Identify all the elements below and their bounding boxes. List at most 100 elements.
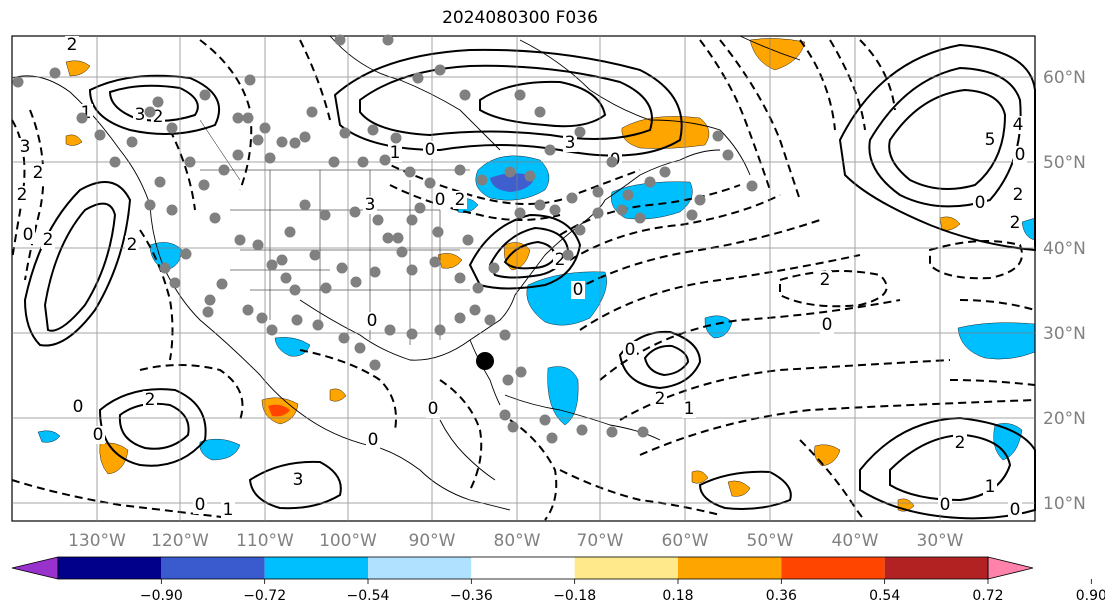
station-marker	[291, 314, 303, 326]
station-marker	[369, 359, 381, 371]
station-marker	[462, 234, 474, 246]
station-marker	[544, 144, 556, 156]
contour-label: 0	[940, 495, 951, 515]
station-marker	[644, 176, 656, 188]
contour-label-bg	[91, 426, 105, 444]
station-marker	[266, 259, 278, 271]
station-marker	[507, 421, 519, 433]
station-marker	[369, 266, 381, 278]
station-marker	[382, 232, 394, 244]
station-marker	[722, 149, 734, 161]
station-marker	[390, 132, 402, 144]
station-marker	[712, 130, 724, 142]
contour-label-bg	[818, 271, 832, 289]
contour-label-bg	[193, 496, 207, 514]
contour-label-bg	[21, 226, 35, 244]
colorbar: −0.90 −0.72 −0.54 −0.36 −0.18 0.18 0.36 0.54 0.7…	[11, 556, 1105, 604]
contours-positive	[23, 43, 1036, 520]
station-marker	[169, 277, 181, 289]
station-marker	[350, 276, 362, 288]
shaded-field-negative	[37, 155, 1036, 461]
contour-label: 0	[975, 193, 986, 213]
station-marker	[534, 106, 546, 118]
station-marker	[499, 329, 511, 341]
contour-label: 3	[293, 470, 304, 490]
contour-label: 0	[1015, 145, 1026, 165]
colorbar-tick-label: −0.72	[243, 588, 286, 604]
colorbar-segment	[471, 557, 575, 579]
contour-label-bg	[1013, 146, 1027, 164]
colorbar-tick-label: 0.72	[972, 588, 1003, 604]
station-marker	[218, 164, 230, 176]
station-marker	[152, 96, 164, 108]
contour-label: 4	[1013, 115, 1024, 135]
contour-label: 2	[955, 433, 966, 453]
station-marker	[424, 177, 436, 189]
station-marker	[159, 262, 171, 274]
station-marker	[244, 74, 256, 86]
station-marker	[234, 234, 246, 246]
latitude-label: 20°N	[1043, 409, 1086, 429]
station-marker	[49, 67, 61, 79]
map-title: 2024080300 F036	[442, 8, 598, 28]
contour-label-bg	[31, 164, 45, 182]
station-marker	[202, 306, 214, 318]
station-marker	[109, 156, 121, 168]
contour-label-bg	[973, 194, 987, 212]
contour-label: 0	[23, 225, 34, 245]
station-marker	[562, 249, 574, 261]
station-marker	[746, 180, 758, 192]
station-marker	[276, 254, 288, 266]
station-marker	[434, 324, 446, 336]
station-marker	[392, 232, 404, 244]
station-marker	[659, 166, 671, 178]
station-marker	[469, 304, 481, 316]
contour-label: 0	[368, 430, 379, 450]
contour-label-bg	[365, 312, 379, 330]
station-marker	[199, 89, 211, 101]
colorbar-segment	[368, 557, 472, 579]
contour-label-bg	[65, 36, 79, 54]
station-marker	[354, 342, 366, 354]
station-marker	[357, 156, 369, 168]
contour-label-bg	[953, 434, 967, 452]
station-marker	[574, 126, 586, 138]
station-marker	[637, 426, 649, 438]
station-marker	[184, 156, 196, 168]
colorbar-tick-label: −0.54	[347, 588, 390, 604]
colorbar-segment	[678, 557, 782, 579]
contour-label-bg	[133, 106, 147, 124]
latitude-labels: 60°N 50°N 40°N 30°N 20°N 10°N	[1043, 68, 1086, 514]
station-marker	[209, 212, 221, 224]
longitude-label: 100°W	[319, 531, 377, 551]
contour-label: 0	[435, 190, 446, 210]
station-marker	[576, 424, 588, 436]
station-marker	[502, 374, 514, 386]
contour-label: 0	[367, 311, 378, 331]
contour-label-bg	[433, 191, 447, 209]
station-marker	[242, 304, 254, 316]
station-marker	[622, 189, 634, 201]
station-marker	[406, 214, 418, 226]
station-marker	[396, 246, 408, 258]
coastlines	[11, 35, 801, 511]
station-marker	[488, 262, 500, 274]
contour-label-bg	[291, 471, 305, 489]
colorbar-segment	[574, 557, 678, 579]
latitude-label: 60°N	[1043, 68, 1086, 88]
station-marker	[299, 199, 311, 211]
station-marker	[266, 324, 278, 336]
station-marker	[549, 204, 561, 216]
longitude-label: 30°W	[917, 531, 964, 551]
colorbar-segment	[884, 557, 988, 579]
station-marker	[349, 206, 361, 218]
longitude-label: 80°W	[494, 531, 541, 551]
colorbar-tick-label: −0.90	[140, 588, 183, 604]
contour-label: 0	[573, 280, 584, 300]
station-marker	[606, 156, 618, 168]
station-marker	[592, 186, 604, 198]
station-marker	[454, 272, 466, 284]
station-marker	[256, 312, 268, 324]
longitude-label: 60°W	[662, 531, 709, 551]
